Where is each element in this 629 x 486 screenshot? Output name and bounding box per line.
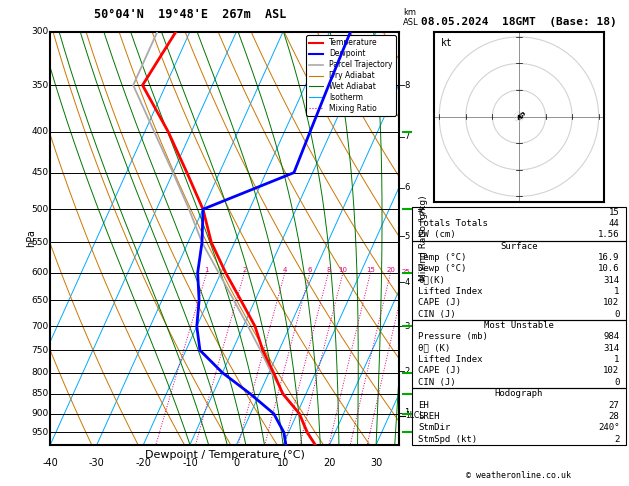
Text: km
ASL: km ASL: [403, 8, 418, 27]
Bar: [412, 207, 626, 241]
Text: 27: 27: [609, 400, 620, 410]
Text: 2: 2: [242, 267, 247, 273]
Text: 2: 2: [404, 367, 409, 376]
Text: 30: 30: [370, 458, 382, 468]
Text: θᴅ (K): θᴅ (K): [418, 344, 450, 353]
Legend: Temperature, Dewpoint, Parcel Trajectory, Dry Adiabat, Wet Adiabat, Isotherm, Mi: Temperature, Dewpoint, Parcel Trajectory…: [306, 35, 396, 116]
Text: 984: 984: [603, 332, 620, 342]
Text: Totals Totals: Totals Totals: [418, 219, 488, 228]
Text: 7: 7: [404, 132, 409, 141]
Text: 1.56: 1.56: [598, 230, 620, 240]
Text: CAPE (J): CAPE (J): [418, 298, 462, 308]
Text: 0: 0: [614, 310, 620, 319]
Text: 450: 450: [31, 168, 48, 177]
Text: 16.9: 16.9: [598, 253, 620, 262]
Text: 28: 28: [609, 412, 620, 421]
Text: 6: 6: [308, 267, 312, 273]
Text: hPa: hPa: [26, 229, 36, 247]
Text: Dewp (°C): Dewp (°C): [418, 264, 467, 274]
Text: Lifted Index: Lifted Index: [418, 287, 483, 296]
Text: SREH: SREH: [418, 412, 440, 421]
Text: 300: 300: [31, 27, 48, 36]
Text: 6: 6: [404, 183, 409, 192]
Text: 0: 0: [614, 378, 620, 387]
Text: K: K: [418, 208, 424, 217]
Text: -10: -10: [182, 458, 198, 468]
X-axis label: Dewpoint / Temperature (°C): Dewpoint / Temperature (°C): [145, 450, 305, 460]
Text: 20: 20: [323, 458, 336, 468]
Text: 850: 850: [31, 389, 48, 399]
Text: 4: 4: [282, 267, 287, 273]
Text: 800: 800: [31, 368, 48, 377]
Text: CAPE (J): CAPE (J): [418, 366, 462, 376]
Text: 700: 700: [31, 322, 48, 331]
Text: Lifted Index: Lifted Index: [418, 355, 483, 364]
Text: EH: EH: [418, 400, 429, 410]
Text: CIN (J): CIN (J): [418, 378, 456, 387]
Text: 600: 600: [31, 268, 48, 277]
Text: 1: 1: [614, 355, 620, 364]
Text: Mixing Ratio (g/kg): Mixing Ratio (g/kg): [420, 195, 428, 281]
Text: 240°: 240°: [598, 423, 620, 432]
Text: CIN (J): CIN (J): [418, 310, 456, 319]
Text: 0: 0: [233, 458, 240, 468]
Text: 314: 314: [603, 344, 620, 353]
Text: θᴅ(K): θᴅ(K): [418, 276, 445, 285]
Text: 102: 102: [603, 298, 620, 308]
Text: 44: 44: [609, 219, 620, 228]
Text: 8: 8: [326, 267, 331, 273]
Text: 20: 20: [386, 267, 395, 273]
Text: 2: 2: [614, 434, 620, 444]
Text: 950: 950: [31, 428, 48, 437]
Text: -30: -30: [89, 458, 105, 468]
Bar: [412, 388, 626, 445]
Text: 1: 1: [614, 287, 620, 296]
Bar: [412, 241, 626, 320]
Text: PW (cm): PW (cm): [418, 230, 456, 240]
Text: 10.6: 10.6: [598, 264, 620, 274]
Text: 400: 400: [31, 127, 48, 136]
Text: 8: 8: [404, 81, 409, 90]
Text: 550: 550: [31, 238, 48, 247]
Text: -40: -40: [42, 458, 58, 468]
Text: 1: 1: [404, 408, 409, 417]
Text: Temp (°C): Temp (°C): [418, 253, 467, 262]
Text: 350: 350: [31, 81, 48, 90]
Text: 5: 5: [404, 231, 409, 241]
Text: 10: 10: [338, 267, 347, 273]
Text: 10: 10: [277, 458, 289, 468]
Text: 08.05.2024  18GMT  (Base: 18): 08.05.2024 18GMT (Base: 18): [421, 17, 617, 27]
Text: StmDir: StmDir: [418, 423, 450, 432]
Text: Most Unstable: Most Unstable: [484, 321, 554, 330]
Text: 50°04'N  19°48'E  267m  ASL: 50°04'N 19°48'E 267m ASL: [94, 8, 286, 21]
Text: 650: 650: [31, 296, 48, 305]
Text: kt: kt: [441, 38, 452, 49]
Bar: [412, 320, 626, 388]
Text: 750: 750: [31, 346, 48, 355]
Text: 1LCL: 1LCL: [406, 411, 424, 420]
Text: 102: 102: [603, 366, 620, 376]
Text: Pressure (mb): Pressure (mb): [418, 332, 488, 342]
Text: 314: 314: [603, 276, 620, 285]
Text: 25: 25: [402, 269, 410, 275]
Text: StmSpd (kt): StmSpd (kt): [418, 434, 477, 444]
Text: -20: -20: [135, 458, 152, 468]
Text: 900: 900: [31, 409, 48, 418]
Text: 1: 1: [204, 267, 209, 273]
Text: 500: 500: [31, 205, 48, 214]
Text: © weatheronline.co.uk: © weatheronline.co.uk: [467, 471, 571, 480]
Text: 3: 3: [404, 322, 409, 331]
Text: Surface: Surface: [500, 242, 538, 251]
Text: 15: 15: [366, 267, 375, 273]
Text: 15: 15: [609, 208, 620, 217]
Text: Hodograph: Hodograph: [495, 389, 543, 398]
Text: 4: 4: [404, 278, 409, 287]
